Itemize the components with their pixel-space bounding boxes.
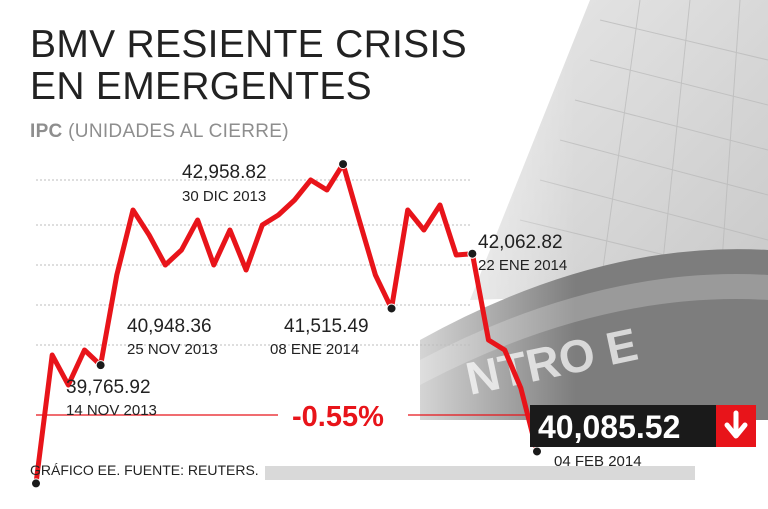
data-point-marker <box>532 446 542 457</box>
last-date: 04 FEB 2014 <box>554 453 642 470</box>
change-label: -0.55% <box>292 401 384 433</box>
arrow-down-icon <box>716 405 756 447</box>
annotation-value-3: 42,958.82 <box>182 162 267 183</box>
ipc-series-line <box>33 161 540 486</box>
data-point-marker <box>467 248 478 259</box>
annotation-value-4: 41,515.49 <box>284 316 369 337</box>
chart-subtitle: IPC (UNIDADES AL CIERRE) <box>30 121 289 143</box>
source-note: GRÁFICO EE. FUENTE: REUTERS. <box>30 462 259 478</box>
annotation-value-2: 40,948.36 <box>127 316 212 337</box>
data-point-marker <box>338 159 349 170</box>
annotated-points <box>31 159 542 489</box>
data-point-marker <box>386 303 397 314</box>
annotation-date-1: 14 NOV 2013 <box>66 402 157 419</box>
last-value-badge: 40,085.52 <box>530 405 756 447</box>
subtitle-index: IPC <box>30 121 63 142</box>
change-label-bg <box>278 398 408 432</box>
title-line-2: EN EMERGENTES <box>30 65 372 108</box>
title-line-1: BMV RESIENTE CRISIS <box>30 23 467 66</box>
annotation-value-5: 42,062.82 <box>478 232 563 253</box>
subtitle-units: (UNIDADES AL CIERRE) <box>68 121 289 142</box>
annotation-date-5: 22 ENE 2014 <box>478 257 567 274</box>
annotation-value-1: 39,765.92 <box>66 377 151 398</box>
annotation-date-4: 08 ENE 2014 <box>270 341 359 358</box>
annotation-date-2: 25 NOV 2013 <box>127 341 218 358</box>
data-point-marker <box>95 360 106 371</box>
chart-title: BMV RESIENTE CRISIS EN EMERGENTES <box>30 24 467 108</box>
data-point-marker <box>31 478 41 489</box>
annotation-date-3: 30 DIC 2013 <box>182 188 266 205</box>
last-value: 40,085.52 <box>538 409 680 445</box>
